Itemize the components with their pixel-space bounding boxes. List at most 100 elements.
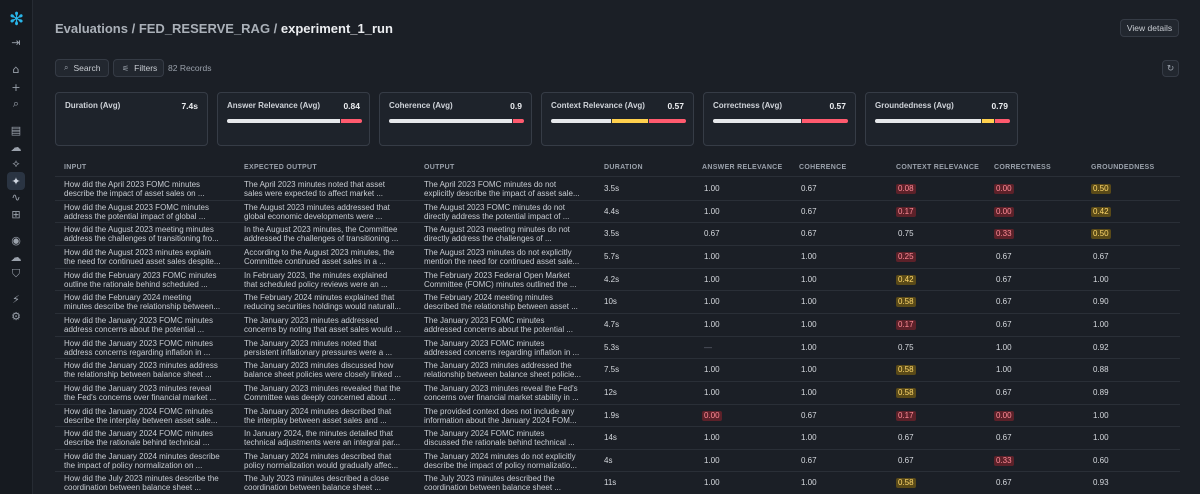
- breadcrumb-app[interactable]: FED_RESERVE_RAG: [138, 21, 271, 36]
- output-cell-line: addressed concerns regarding inflation i…: [424, 347, 580, 357]
- row-divider: [55, 381, 1180, 382]
- worksheets-icon[interactable]: ▤: [10, 123, 22, 137]
- data-icon[interactable]: ◉: [11, 233, 21, 247]
- column-header[interactable]: INPUT: [64, 164, 87, 171]
- output-cell-line: directly address the challenges of ...: [424, 234, 552, 244]
- shield-icon[interactable]: ⛉: [11, 267, 21, 280]
- column-header[interactable]: CORRECTNESS: [994, 164, 1051, 171]
- column-header[interactable]: ANSWER RELEVANCE: [702, 164, 783, 171]
- column-header[interactable]: EXPECTED OUTPUT: [244, 164, 317, 171]
- score-cell: 0.50: [1091, 184, 1111, 194]
- expected-cell-line: coordination between balance sheet ...: [244, 483, 381, 493]
- output-cell-line: The April 2023 FOMC minutes do not: [424, 180, 557, 189]
- score-cell: 1.00: [704, 206, 720, 216]
- output-cell-line: The January 2023 FOMC minutes: [424, 315, 545, 325]
- score-cell: 1.00: [801, 274, 817, 284]
- ai-ml-icon[interactable]: ✦: [7, 172, 25, 190]
- score-cell: 1.00: [1093, 274, 1109, 284]
- score-cell: 0.93: [1093, 478, 1109, 488]
- score-cell: 0.58: [896, 387, 916, 398]
- output-cell-line: concerns over financial market stability…: [424, 392, 579, 402]
- score-cell: 0.89: [1093, 387, 1109, 397]
- metric-label: Correctness (Avg): [713, 101, 783, 110]
- score-distribution-bar: [389, 119, 524, 123]
- breadcrumb-separator: /: [270, 21, 281, 36]
- input-cell-line: How did the August 2023 minutes explain: [64, 247, 211, 257]
- view-details-button[interactable]: View details: [1120, 19, 1179, 37]
- score-bar-segment: [802, 119, 848, 123]
- score-cell: 0.67: [801, 206, 817, 216]
- input-cell-line: address the potential impact of global .…: [64, 211, 206, 221]
- filter-icon: ⚟: [122, 63, 130, 73]
- output-cell-line: The February 2023 Federal Open Market: [424, 270, 570, 280]
- snowflake-logo-icon[interactable]: ✻: [8, 9, 25, 30]
- input-cell-line: describe the impact of asset sales on ..…: [64, 189, 205, 198]
- column-header[interactable]: DURATION: [604, 164, 643, 171]
- input-cell-line: How did the January 2023 minutes reveal: [64, 383, 212, 393]
- sidebar: ✻ ⇥ ⌂ + ⌕ ▤ ☁ ⟡ ✦ ∿ ⊞ ◉ ☁ ⛉ ⚡ ⚙: [0, 0, 33, 494]
- row-divider: [55, 336, 1180, 337]
- output-cell-line: mention the need for continued asset sal…: [424, 256, 580, 266]
- metric-card: Groundedness (Avg) 0.79: [865, 92, 1018, 146]
- output-cell-line: The July 2023 minutes described the: [424, 474, 555, 484]
- expected-cell-line: The February 2024 minutes explained that: [244, 293, 395, 303]
- cloud-icon[interactable]: ☁: [10, 250, 22, 264]
- input-cell-line: How did the August 2023 FOMC minutes: [64, 202, 209, 212]
- expected-cell-line: policy normalization would gradually aff…: [244, 460, 399, 470]
- score-cell: 0.67: [996, 387, 1012, 397]
- expected-cell-line: global economic developments were ...: [244, 211, 383, 221]
- score-distribution-bar: [875, 119, 1010, 123]
- activity-icon[interactable]: ∿: [11, 190, 21, 204]
- column-header[interactable]: GROUNDEDNESS: [1091, 164, 1155, 171]
- score-bar-segment: [611, 119, 648, 123]
- score-cell: 1.00: [704, 433, 720, 443]
- metric-card: Correctness (Avg) 0.57: [703, 92, 856, 146]
- filters-button[interactable]: ⚟ Filters: [113, 59, 164, 77]
- input-cell-line: address concerns about the potential ...: [64, 324, 205, 334]
- bolt-icon[interactable]: ⚡: [12, 292, 20, 306]
- column-header[interactable]: OUTPUT: [424, 164, 455, 171]
- score-cell: 0.25: [896, 251, 916, 262]
- row-divider: [55, 222, 1180, 223]
- score-cell: 0.92: [1093, 342, 1109, 352]
- marketplace-icon[interactable]: ⊞: [11, 207, 21, 221]
- input-cell-line: the impact of policy normalization on ..…: [64, 460, 203, 470]
- breadcrumb-evaluations[interactable]: Evaluations: [55, 21, 128, 36]
- refresh-button[interactable]: ↻: [1162, 60, 1179, 77]
- column-header[interactable]: COHERENCE: [799, 164, 847, 171]
- score-cell: 1.00: [801, 342, 817, 352]
- row-divider: [55, 449, 1180, 450]
- add-icon[interactable]: +: [11, 80, 21, 94]
- search-icon[interactable]: ⌕: [12, 97, 20, 110]
- output-cell-line: The January 2024 minutes do not explicit…: [424, 451, 576, 461]
- search-label: Search: [73, 63, 101, 73]
- score-cell: 0.67: [898, 455, 914, 465]
- expected-cell-line: The January 2023 minutes revealed that t…: [244, 383, 401, 393]
- metric-value: 7.4s: [181, 101, 198, 111]
- score-cell: 0.90: [1093, 297, 1109, 307]
- expand-sidebar-icon[interactable]: ⇥: [11, 35, 21, 49]
- score-cell: 1.00: [704, 478, 720, 488]
- upload-icon[interactable]: ☁: [10, 140, 22, 154]
- settings-icon[interactable]: ⚙: [11, 309, 21, 323]
- metric-card: Answer Relevance (Avg) 0.84: [217, 92, 370, 146]
- score-bar-segment: [713, 119, 802, 123]
- search-button[interactable]: ⌕ Search: [55, 59, 109, 77]
- home-icon[interactable]: ⌂: [12, 62, 20, 76]
- output-cell-line: The January 2023 FOMC minutes: [424, 338, 545, 348]
- input-cell-line: minutes describe the relationship betwee…: [64, 302, 221, 312]
- score-cell: 1.00: [801, 387, 817, 397]
- score-cell: 0.08: [896, 184, 916, 194]
- projects-icon[interactable]: ⟡: [12, 157, 20, 170]
- input-cell-line: outline the rationale behind scheduled .…: [64, 279, 208, 289]
- duration-cell: 3.5s: [604, 184, 620, 193]
- expected-cell-line: balance sheet policies were closely link…: [244, 370, 401, 380]
- output-cell-line: The January 2024 FOMC minutes: [424, 429, 545, 439]
- output-cell-line: coordination between balance sheet ...: [424, 483, 561, 493]
- score-distribution-bar: [227, 119, 362, 123]
- score-cell: 0.17: [896, 410, 916, 421]
- column-header[interactable]: CONTEXT RELEVANCE: [896, 164, 980, 171]
- expected-cell-line: that scheduled policy reviews were an ..…: [244, 279, 388, 289]
- output-cell-line: The January 2023 minutes reveal the Fed'…: [424, 383, 578, 393]
- score-cell: 0.67: [1093, 251, 1109, 261]
